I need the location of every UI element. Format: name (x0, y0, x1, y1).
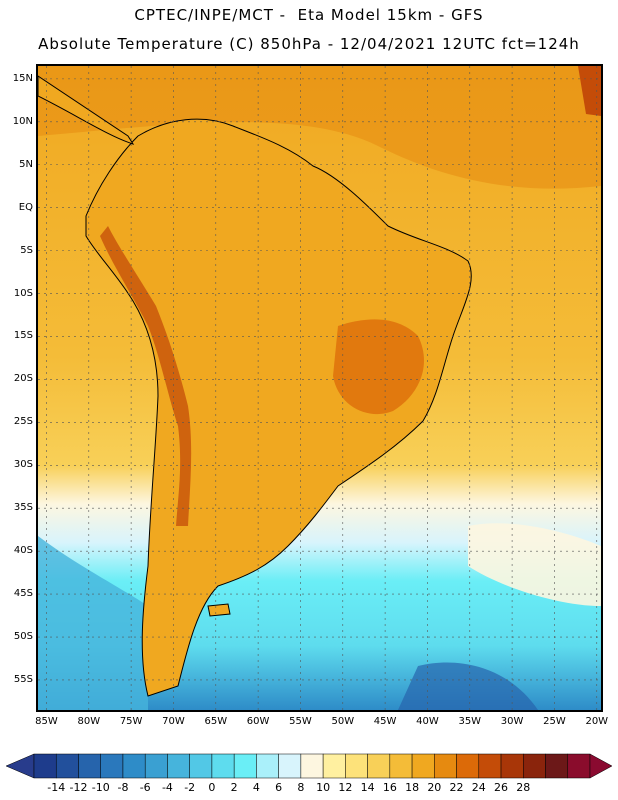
colorbar-tick-label: -12 (69, 781, 88, 794)
lat-tick-label: 15N (12, 72, 33, 84)
lat-tick-label: 40S (13, 545, 33, 557)
map-frame (36, 64, 603, 712)
lon-tick-label: 75W (119, 716, 143, 727)
colorbar-tick-label: 20 (427, 781, 442, 794)
colorbar-tick-label: 24 (471, 781, 486, 794)
lon-tick-label: 70W (162, 716, 185, 727)
colorbar-swatch (411, 753, 435, 779)
lat-tick-label: 25S (13, 416, 33, 428)
lat-tick-label: 15S (13, 330, 33, 342)
colorbar-tick-label: -14 (47, 781, 66, 794)
colorbar-tick-label: 6 (275, 781, 283, 794)
colorbar-swatch (78, 753, 101, 779)
colorbar-swatch (189, 753, 213, 779)
colorbar-swatch (567, 753, 591, 779)
colorbar-tick-label: 0 (208, 781, 216, 794)
lon-tick-label: 20W (585, 716, 609, 727)
lon-tick-label: 25W (543, 716, 566, 727)
colorbar-swatch (55, 753, 79, 779)
lon-tick-label: 30W (500, 716, 524, 727)
lon-tick-label: 35W (458, 716, 482, 727)
cold-patch-south-atlantic (398, 662, 538, 710)
lon-tick-label: 60W (246, 716, 270, 727)
cold-patch-southwest (38, 536, 148, 710)
lat-tick-label: 5S (20, 244, 33, 256)
colorbar-swatch (523, 753, 546, 779)
brazil-highlands-warm (333, 319, 424, 415)
colorbar-swatch (545, 753, 569, 779)
lat-tick-label: EQ (18, 201, 33, 213)
lat-tick-label: 50S (13, 631, 33, 642)
colorbar-tick-label: -10 (91, 781, 110, 794)
andes-warm-strip (100, 226, 192, 526)
lon-tick-label: 80W (77, 716, 101, 727)
colorbar-swatch (122, 753, 146, 779)
colorbar-swatch (33, 753, 57, 779)
lon-tick-label: 85W (35, 716, 58, 727)
colorbar-tick-label: 16 (382, 781, 397, 794)
lon-tick-label: 65W (204, 716, 228, 727)
colorbar-swatch (345, 753, 368, 779)
colorbar-swatch (500, 753, 524, 779)
central-america (38, 75, 135, 145)
lat-tick-label: 10N (12, 115, 33, 127)
colorbar-swatch (100, 753, 124, 779)
lon-tick-label: 50W (331, 716, 355, 727)
lon-tick-label: 55W (289, 716, 312, 727)
colorbar-tick-label: 28 (516, 781, 531, 794)
colorbar-swatch (456, 753, 480, 779)
cool-patch-atlantic (468, 523, 601, 606)
lat-tick-label: 5N (19, 158, 33, 170)
colorbar-tick-label: -6 (139, 781, 151, 794)
colorbar-swatch (322, 753, 346, 779)
falkland-islands (207, 603, 231, 617)
colorbar-swatch (389, 753, 413, 779)
colorbar-swatch (144, 753, 168, 779)
colorbar-swatch (434, 753, 457, 779)
colorbar-low-arrow (6, 753, 35, 779)
colorbar-high-arrow (589, 753, 612, 779)
colorbar-tick-label: -8 (117, 781, 129, 794)
graticule (38, 66, 601, 710)
south-america-landmass (85, 118, 472, 697)
colorbar-swatch (367, 753, 391, 779)
lon-tick-label: 45W (373, 716, 397, 727)
tropical-warm-band (38, 66, 601, 189)
lat-tick-label: 20S (13, 373, 33, 385)
hot-spot-northeast (578, 66, 601, 116)
colorbar-tick-label: 14 (360, 781, 375, 794)
lat-tick-label: 45S (13, 588, 33, 600)
colorbar-swatch (478, 753, 502, 779)
colorbar-tick-label: 8 (297, 781, 305, 794)
colorbar-swatch (256, 753, 279, 779)
colorbar-tick-label: 12 (338, 781, 353, 794)
colorbar-tick-label: -2 (184, 781, 196, 794)
temperature-map (38, 66, 601, 710)
colorbar-swatch (300, 753, 324, 779)
colorbar-tick-label: 2 (230, 781, 238, 794)
colorbar-tick-label: 18 (405, 781, 420, 794)
colorbar-tick-label: 22 (449, 781, 464, 794)
colorbar (6, 753, 612, 779)
colorbar-swatch (167, 753, 190, 779)
map-title: CPTEC/INPE/MCT - Eta Model 15km - GFS (134, 6, 484, 24)
map-subtitle: Absolute Temperature (C) 850hPa - 12/04/… (38, 35, 580, 53)
lat-tick-label: 55S (13, 673, 33, 685)
colorbar-tick-label: -4 (161, 781, 173, 794)
lat-tick-label: 35S (13, 502, 33, 514)
colorbar-swatch (211, 753, 235, 779)
colorbar-tick-label: 10 (316, 781, 331, 794)
colorbar-swatch (278, 753, 302, 779)
lon-tick-label: 40W (416, 716, 439, 727)
lat-tick-label: 30S (13, 459, 33, 471)
lat-tick-label: 10S (13, 287, 33, 299)
colorbar-tick-label: 26 (494, 781, 509, 794)
colorbar-swatch (233, 753, 257, 779)
colorbar-tick-label: 4 (252, 781, 260, 794)
